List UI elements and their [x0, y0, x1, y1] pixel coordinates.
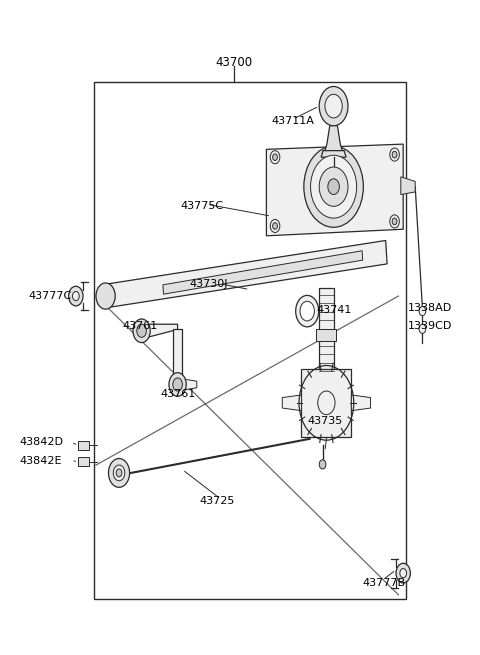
Text: 43735: 43735 [307, 415, 342, 426]
Text: 43761: 43761 [122, 320, 157, 331]
Circle shape [108, 458, 130, 487]
Text: 43842E: 43842E [19, 456, 62, 466]
Text: 43761: 43761 [161, 389, 196, 400]
Circle shape [319, 167, 348, 206]
Circle shape [392, 218, 397, 225]
Circle shape [273, 154, 277, 160]
Circle shape [328, 179, 339, 195]
Bar [78, 457, 89, 466]
Polygon shape [282, 395, 301, 411]
Text: 1339CD: 1339CD [408, 321, 452, 331]
Circle shape [318, 391, 335, 415]
Circle shape [419, 324, 426, 333]
Circle shape [169, 373, 186, 396]
Circle shape [396, 563, 410, 583]
Circle shape [270, 219, 280, 233]
Circle shape [296, 295, 319, 327]
Circle shape [325, 94, 342, 118]
Circle shape [273, 223, 277, 229]
Circle shape [390, 215, 399, 228]
Polygon shape [185, 379, 197, 390]
Polygon shape [173, 329, 182, 383]
Polygon shape [325, 126, 342, 151]
Polygon shape [137, 324, 178, 337]
Circle shape [319, 86, 348, 126]
Text: 43777B: 43777B [362, 578, 406, 588]
Circle shape [419, 307, 426, 316]
Text: 43741: 43741 [317, 305, 352, 315]
Circle shape [300, 301, 314, 321]
Polygon shape [105, 240, 387, 308]
Circle shape [116, 469, 122, 477]
Bar [78, 441, 89, 450]
Circle shape [400, 569, 407, 578]
Bar [319, 288, 334, 377]
Text: 1338AD: 1338AD [408, 303, 452, 313]
Circle shape [311, 155, 357, 218]
Circle shape [133, 319, 150, 343]
Text: 43700: 43700 [216, 56, 253, 69]
Text: 43711A: 43711A [271, 116, 314, 126]
Circle shape [96, 283, 115, 309]
Circle shape [113, 465, 125, 481]
Text: 43730J: 43730J [190, 278, 228, 289]
Bar [94, 82, 406, 599]
Circle shape [137, 324, 146, 337]
Polygon shape [321, 151, 346, 157]
Polygon shape [163, 251, 363, 294]
Text: 43842D: 43842D [19, 437, 63, 447]
Circle shape [304, 146, 363, 227]
Text: 43725: 43725 [199, 496, 235, 506]
Circle shape [72, 291, 79, 301]
Circle shape [392, 151, 397, 158]
Polygon shape [351, 395, 371, 411]
Text: 43775C: 43775C [180, 201, 223, 212]
Bar [301, 369, 351, 437]
Circle shape [270, 151, 280, 164]
Circle shape [319, 460, 326, 469]
Polygon shape [401, 177, 415, 195]
Bar [316, 329, 336, 341]
Text: 43777C: 43777C [29, 291, 72, 301]
Circle shape [390, 148, 399, 161]
Polygon shape [266, 144, 403, 236]
Circle shape [69, 286, 83, 306]
Circle shape [173, 378, 182, 391]
